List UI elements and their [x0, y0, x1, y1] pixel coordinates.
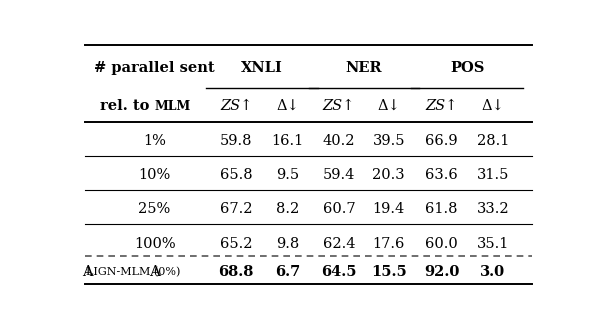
- Text: # parallel sent: # parallel sent: [95, 61, 215, 75]
- Text: A: A: [82, 265, 93, 279]
- Text: 25%: 25%: [138, 203, 171, 216]
- Text: 35.1: 35.1: [477, 236, 509, 251]
- Text: 20.3: 20.3: [373, 168, 405, 182]
- Text: ZS↑: ZS↑: [220, 99, 252, 113]
- Text: 66.9: 66.9: [425, 134, 458, 148]
- Text: Δ↓: Δ↓: [276, 99, 299, 113]
- Text: 65.8: 65.8: [220, 168, 252, 182]
- Text: 60.7: 60.7: [323, 203, 355, 216]
- Text: 8.2: 8.2: [276, 203, 299, 216]
- Text: 59.4: 59.4: [323, 168, 355, 182]
- Text: 60.0: 60.0: [425, 236, 458, 251]
- Text: 6.7: 6.7: [275, 265, 300, 279]
- Text: 64.5: 64.5: [321, 265, 356, 279]
- Text: 16.1: 16.1: [272, 134, 303, 148]
- Text: ZS↑: ZS↑: [425, 99, 458, 113]
- Text: ZS↑: ZS↑: [323, 99, 355, 113]
- Text: 39.5: 39.5: [373, 134, 405, 148]
- Text: 63.6: 63.6: [425, 168, 458, 182]
- Text: 31.5: 31.5: [477, 168, 509, 182]
- Text: 17.6: 17.6: [373, 236, 405, 251]
- Text: LIGN-MLM (0%): LIGN-MLM (0%): [85, 267, 180, 277]
- Text: Δ↓: Δ↓: [482, 99, 504, 113]
- Text: POS: POS: [450, 61, 485, 75]
- Text: 61.8: 61.8: [425, 203, 458, 216]
- Text: 3.0: 3.0: [480, 265, 505, 279]
- Text: 19.4: 19.4: [373, 203, 405, 216]
- Text: NER: NER: [346, 61, 382, 75]
- Text: 67.2: 67.2: [220, 203, 252, 216]
- Text: 40.2: 40.2: [323, 134, 355, 148]
- Text: A: A: [149, 265, 160, 279]
- Text: 9.5: 9.5: [276, 168, 299, 182]
- Text: 92.0: 92.0: [424, 265, 459, 279]
- Text: 1%: 1%: [143, 134, 166, 148]
- Text: rel. to: rel. to: [100, 99, 155, 113]
- Text: Δ↓: Δ↓: [377, 99, 400, 113]
- Text: 65.2: 65.2: [220, 236, 252, 251]
- Text: 68.8: 68.8: [219, 265, 254, 279]
- Text: 28.1: 28.1: [477, 134, 509, 148]
- Text: 33.2: 33.2: [477, 203, 509, 216]
- Text: MLM: MLM: [155, 100, 191, 112]
- Text: 9.8: 9.8: [276, 236, 299, 251]
- Text: 62.4: 62.4: [323, 236, 355, 251]
- Text: 59.8: 59.8: [220, 134, 252, 148]
- Text: 10%: 10%: [138, 168, 171, 182]
- Text: 100%: 100%: [134, 236, 175, 251]
- Text: XNLI: XNLI: [241, 61, 283, 75]
- Text: 15.5: 15.5: [371, 265, 406, 279]
